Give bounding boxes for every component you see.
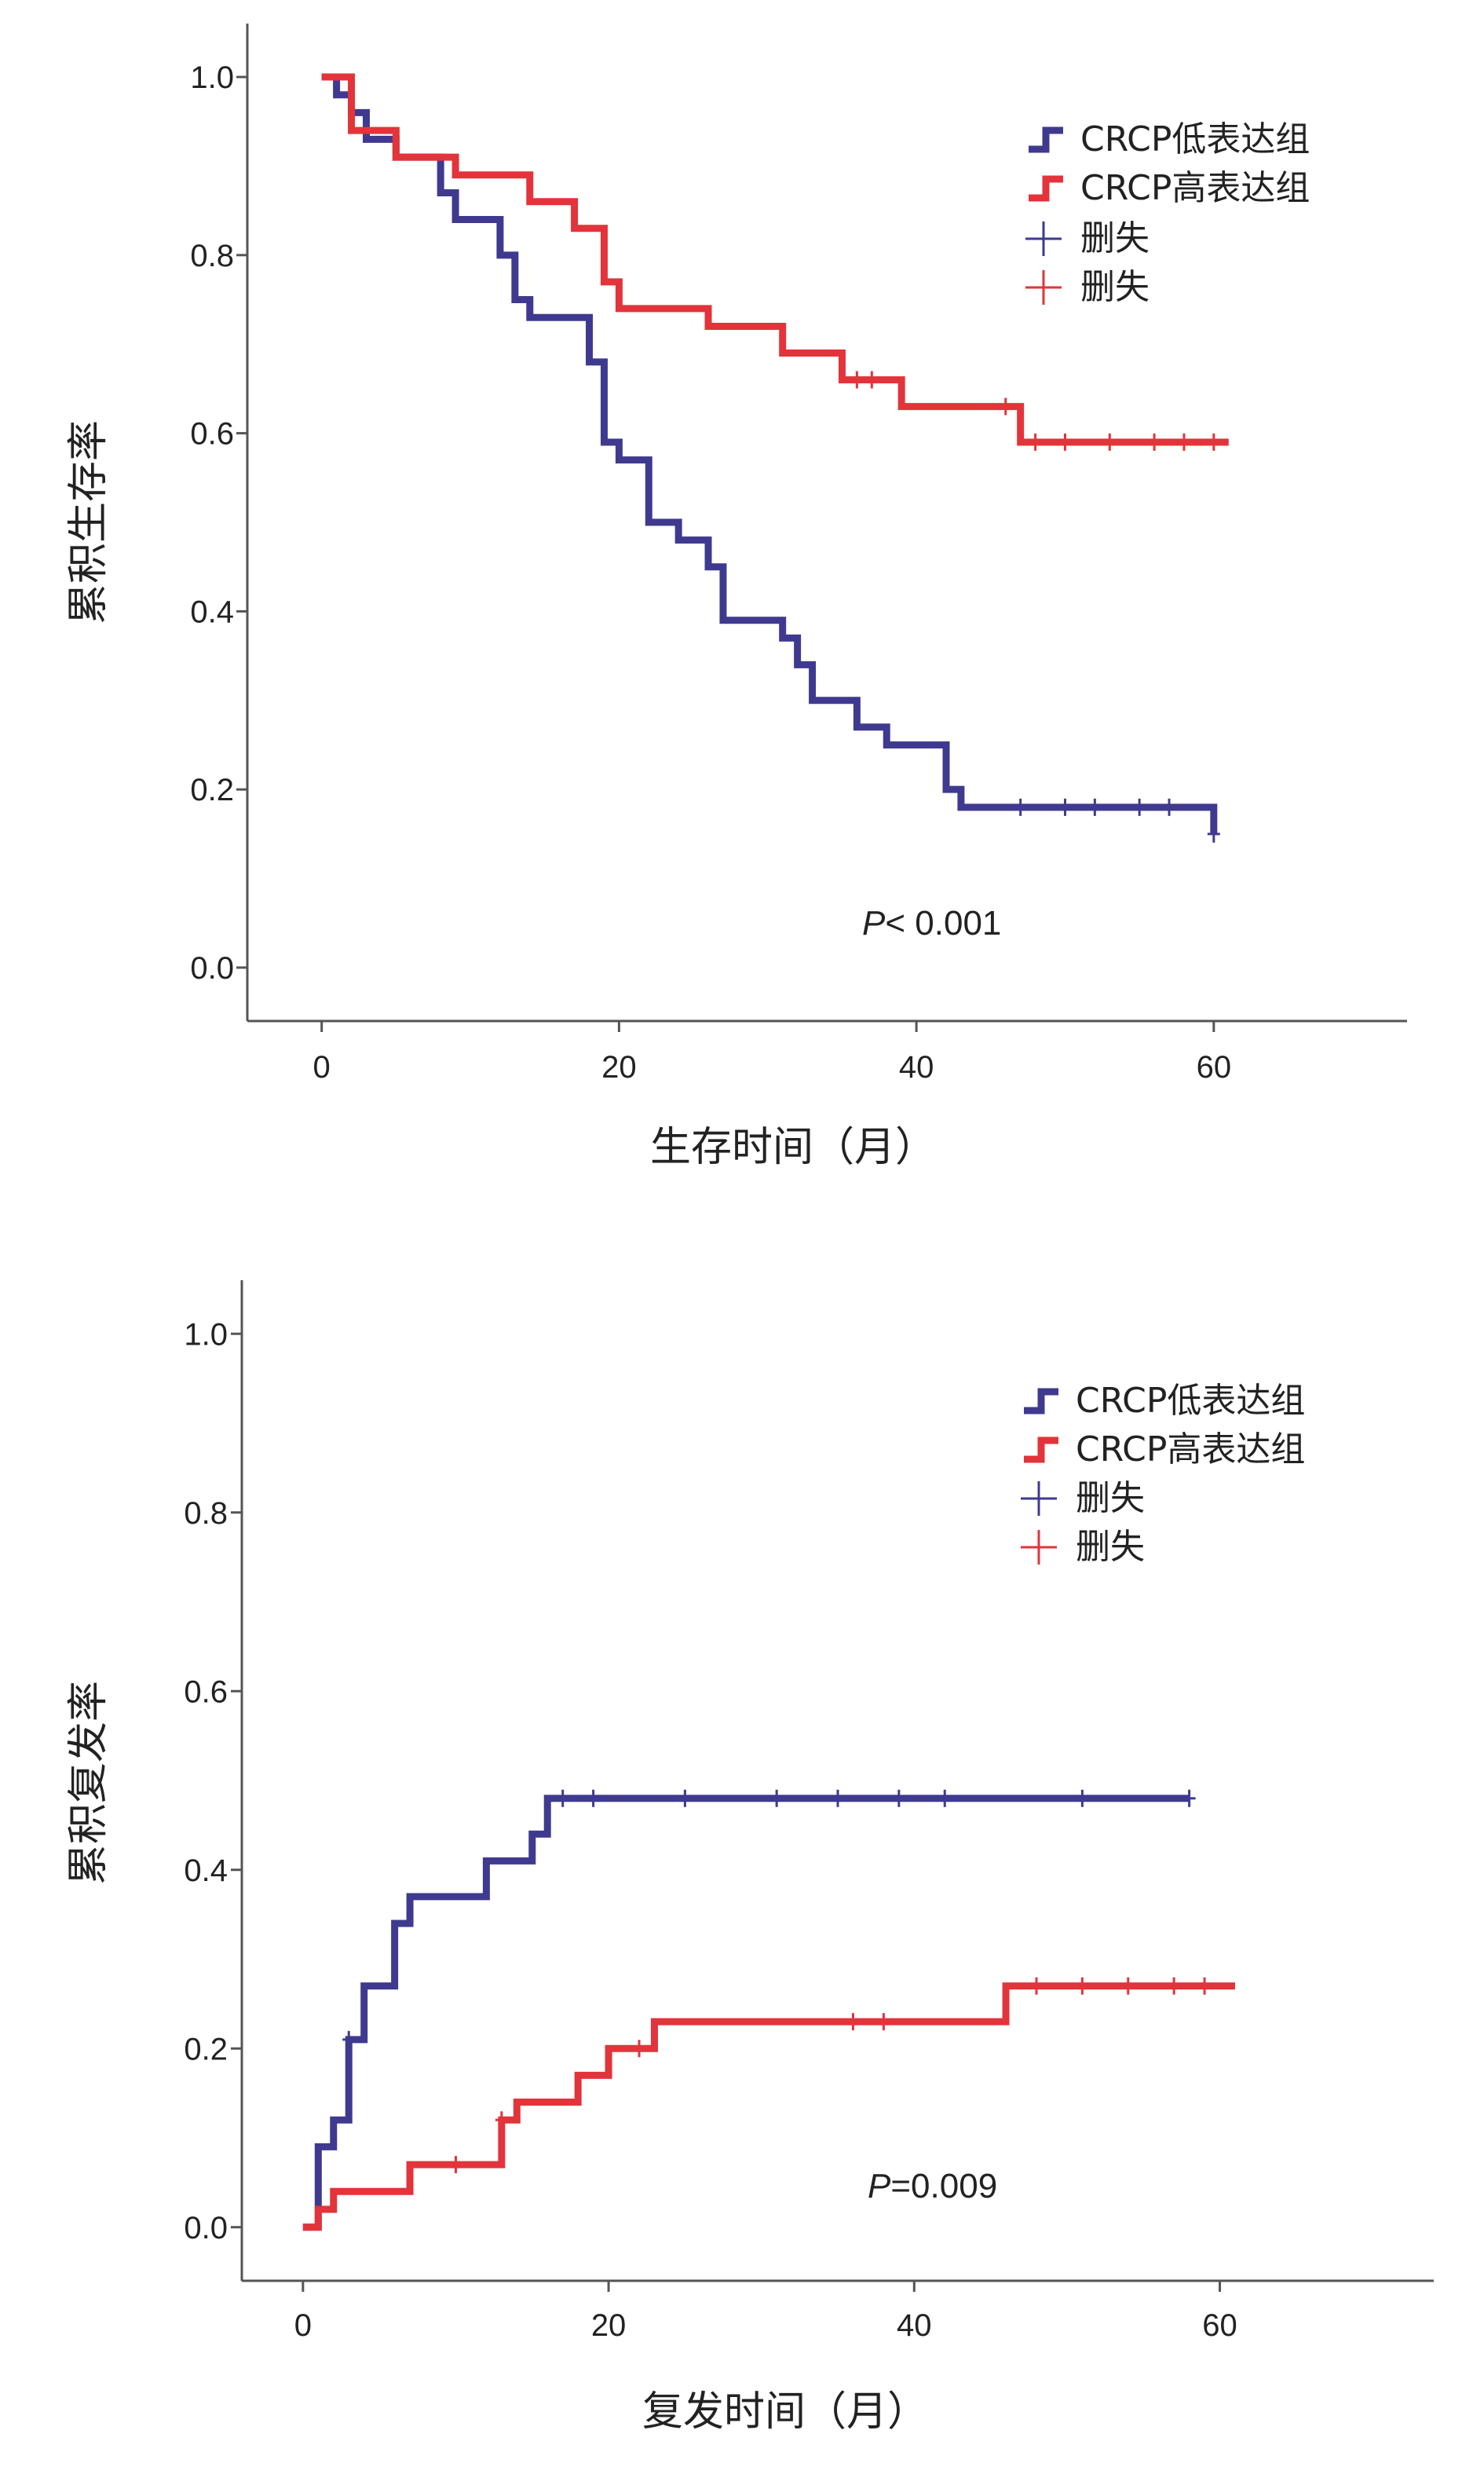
censor-mark [1058, 798, 1072, 816]
x-tick-label: 20 [601, 1050, 637, 1085]
legend-censor-high [1021, 1530, 1057, 1565]
censor-mark [877, 2013, 890, 2031]
censor-mark [1207, 433, 1220, 451]
y-tick-label: 0.0 [184, 2211, 228, 2245]
censor-mark [1029, 433, 1042, 451]
p-value-annotation: P=0.009 [868, 2167, 997, 2205]
censor-mark [633, 2040, 645, 2058]
recurrence-curves [302, 1795, 1235, 2231]
censor-mark [892, 1789, 905, 1807]
censor-mark [678, 1789, 692, 1807]
survival-curves [321, 73, 1229, 834]
legend-label-low: CRCP低表达组 [1076, 1381, 1305, 1421]
censor-mark [1207, 825, 1220, 843]
censor-mark [832, 1789, 844, 1807]
censor-mark [587, 1789, 600, 1807]
y-tick-label: 0.2 [190, 773, 234, 807]
p-value-symbol: P [862, 904, 886, 942]
censor-marks [342, 1789, 1212, 2174]
y-tick-label: 0.8 [190, 239, 234, 273]
legend-label-low: CRCP低表达组 [1080, 119, 1310, 159]
series-line-low-expression [302, 1795, 1190, 2231]
x-tick-label: 0 [313, 1050, 331, 1085]
y-tick-label: 1.0 [190, 60, 234, 95]
censor-mark [1076, 1977, 1089, 1995]
x-tick-label: 20 [591, 2308, 627, 2343]
legend: CRCP低表达组 CRCP高表达组 删失 删失 [1021, 1381, 1305, 1567]
y-tick-label: 1.0 [184, 1317, 228, 1352]
legend-label-censor-high: 删失 [1080, 267, 1150, 307]
legend-label-high: CRCP高表达组 [1080, 168, 1310, 208]
series-line-high-expression [302, 1982, 1235, 2231]
censor-mark [556, 1789, 569, 1807]
survival-chart-panel: 0 20 40 600.00.20.40.60.81.0 累积生存率 生存时间（月） … [65, 24, 1407, 1171]
y-axis-title: 累积复发率 [65, 1681, 112, 1885]
series-line-high-expression [321, 73, 1229, 446]
censor-marks [850, 371, 1220, 843]
y-axis-title: 累积生存率 [65, 420, 112, 624]
p-value-text: =0.009 [890, 2167, 997, 2205]
legend-swatch-high [1024, 1436, 1058, 1463]
x-tick-label: 40 [897, 2308, 932, 2343]
legend-censor-high [1025, 270, 1062, 305]
y-tick-label: 0.0 [190, 951, 234, 986]
censor-mark [1058, 433, 1072, 451]
legend-label-censor-low: 删失 [1080, 218, 1150, 258]
censor-mark [865, 371, 879, 389]
censor-mark [938, 1789, 952, 1807]
legend-swatch-low [1029, 126, 1063, 153]
legend-label-censor-high: 删失 [1076, 1527, 1145, 1567]
legend-censor-low [1021, 1481, 1057, 1516]
censor-mark [1148, 433, 1161, 451]
x-tick-label: 40 [899, 1050, 934, 1085]
censor-mark [1103, 433, 1117, 451]
legend-swatch-high [1029, 175, 1063, 202]
p-value-symbol: P [868, 2167, 891, 2205]
x-axis-title: 复发时间（月） [642, 2388, 928, 2436]
censor-mark [846, 2013, 860, 2031]
y-tick-label: 0.4 [190, 595, 234, 629]
censor-mark [770, 1789, 784, 1807]
censor-mark [1030, 1977, 1043, 1995]
legend-label-high: CRCP高表达组 [1076, 1429, 1305, 1469]
legend-label-censor-low: 删失 [1076, 1478, 1145, 1518]
y-tick-label: 0.4 [184, 1854, 228, 1888]
censor-mark [1177, 433, 1190, 451]
censor-mark [1168, 1977, 1181, 1995]
x-tick-label: 60 [1202, 2308, 1237, 2343]
censor-mark [1121, 1977, 1135, 1995]
censor-mark [999, 397, 1012, 415]
censor-mark [1198, 1977, 1212, 1995]
censor-mark [1182, 1789, 1196, 1807]
axis-ticks: 0 20 40 60 0.0 0.2 0.4 0.6 0.8 1.0 [190, 60, 1231, 1085]
legend: CRCP低表达组 CRCP高表达组 删失 删失 [1025, 119, 1310, 307]
p-value-text: < 0.001 [885, 904, 1001, 942]
recurrence-chart-panel: 0 20 40 600.00.20.40.60.81.0 累积复发率 复发时间（月） … [65, 1280, 1434, 2436]
x-tick-label: 0 [294, 2308, 312, 2343]
censor-mark [1133, 798, 1146, 816]
censor-mark [495, 2111, 508, 2129]
p-value-annotation: P< 0.001 [862, 904, 1001, 942]
x-axis-title: 生存时间（月） [650, 1124, 936, 1171]
axis-ticks: 0 20 40 60 0.0 0.2 0.4 0.6 0.8 1.0 [184, 1317, 1237, 2343]
y-tick-label: 0.6 [184, 1674, 228, 1709]
y-tick-label: 0.6 [190, 417, 234, 452]
y-tick-label: 0.8 [184, 1496, 228, 1531]
legend-censor-low [1025, 221, 1062, 256]
censor-mark [1163, 798, 1176, 816]
censor-mark [1014, 798, 1027, 816]
censor-mark [1076, 1789, 1089, 1807]
censor-mark [342, 2030, 356, 2048]
legend-swatch-low [1024, 1388, 1058, 1414]
censor-mark [449, 2156, 462, 2174]
x-tick-label: 60 [1197, 1050, 1232, 1085]
censor-mark [850, 371, 864, 389]
y-tick-label: 0.2 [184, 2032, 228, 2066]
censor-mark [1088, 798, 1102, 816]
